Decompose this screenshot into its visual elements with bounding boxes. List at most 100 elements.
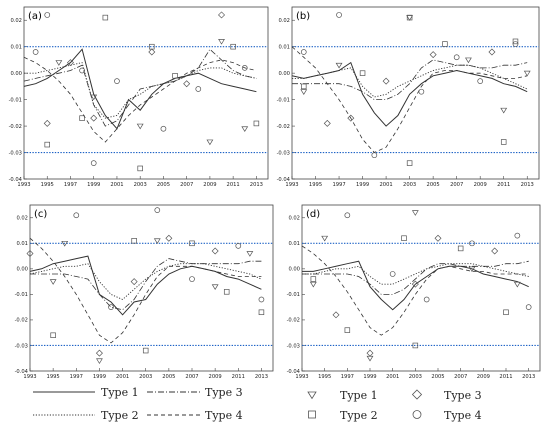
legend-line-type3-label: Type 3 — [205, 386, 243, 399]
legend-marker-square-icon — [308, 410, 316, 419]
x-tick-label: 2007 — [454, 374, 467, 380]
point-type1 — [321, 235, 329, 242]
x-tick-label: 1999 — [363, 374, 376, 380]
legend-lines: Type 1 Type 2 Type 3 Type 4 — [33, 386, 243, 422]
point-type2 — [344, 327, 351, 333]
point-type2 — [79, 115, 85, 121]
y-tick-label: -0.04 — [277, 177, 291, 183]
x-tick-label: 2013 — [521, 182, 534, 188]
point-type2 — [503, 309, 509, 316]
series-line-type4 — [23, 56, 257, 143]
point-type4 — [79, 67, 85, 74]
point-type4 — [241, 65, 248, 71]
y-tick-label: -0.03 — [277, 150, 290, 156]
point-type2 — [137, 165, 143, 172]
y-tick-label: -0.03 — [287, 343, 300, 349]
point-type1 — [49, 279, 57, 285]
legend-marker-type3-label: Type 3 — [444, 389, 482, 402]
point-type2 — [44, 141, 50, 148]
x-tick-label: 2005 — [431, 374, 444, 380]
x-tick-label: 2009 — [209, 374, 222, 380]
y-tick-label: -0.04 — [9, 177, 23, 183]
y-tick-label: -0.02 — [9, 124, 22, 130]
point-type4 — [160, 125, 167, 132]
x-tick-label: 2011 — [232, 374, 245, 380]
x-tick-label: 2013 — [522, 374, 535, 380]
series-line-type1 — [23, 48, 257, 130]
panel-label: (d) — [306, 209, 320, 220]
point-type2 — [401, 235, 407, 241]
point-type4 — [154, 207, 161, 213]
point-type3 — [165, 234, 173, 242]
y-tick-label: 0.02 — [278, 18, 290, 24]
point-type2 — [406, 160, 413, 166]
x-tick-label: 1999 — [87, 182, 100, 188]
plot-frame — [301, 204, 541, 372]
legend-marker-diamond-icon — [411, 389, 423, 400]
point-type1 — [61, 240, 69, 247]
x-tick-label: 2013 — [255, 374, 268, 380]
x-tick-label: 2005 — [157, 182, 170, 188]
y-tick-label: 0.00 — [10, 71, 22, 77]
legend-line-type1-label: Type 1 — [101, 386, 139, 399]
series-line-type4 — [301, 245, 529, 336]
point-type3 — [211, 247, 219, 255]
point-type3 — [183, 80, 191, 88]
point-type2 — [172, 73, 178, 79]
point-type3 — [323, 119, 331, 127]
x-tick-label: 2005 — [427, 182, 440, 188]
point-type2 — [102, 14, 109, 21]
series-line-type2 — [29, 263, 262, 301]
x-tick-label: 2007 — [180, 182, 193, 188]
series-line-type2 — [292, 64, 528, 98]
y-tick-label: 0.02 — [10, 18, 22, 24]
point-type4 — [344, 212, 351, 219]
point-type4 — [512, 41, 519, 47]
x-tick-label: 2001 — [116, 374, 129, 380]
x-tick-label: 1993 — [17, 182, 30, 188]
point-type1 — [500, 107, 508, 114]
series-line-type3 — [23, 48, 257, 127]
point-type2 — [406, 14, 413, 21]
x-tick-label: 2013 — [250, 182, 263, 188]
x-tick-label: 1995 — [318, 374, 331, 380]
x-tick-label: 2001 — [110, 182, 123, 188]
y-tick-label: -0.04 — [287, 369, 301, 375]
point-type3 — [382, 77, 390, 85]
legend-line-type4-label: Type 4 — [205, 409, 243, 422]
x-tick-label: 2011 — [499, 374, 512, 380]
plot-frame — [291, 6, 540, 180]
plot-frame — [29, 204, 274, 372]
series-line-type4 — [291, 46, 528, 153]
y-tick-label: -0.02 — [287, 318, 300, 324]
y-tick-label: -0.02 — [277, 124, 290, 130]
x-tick-label: 1993 — [285, 182, 298, 188]
y-tick-label: -0.01 — [15, 292, 28, 298]
y-tick-label: -0.01 — [277, 97, 290, 103]
series-line-type1 — [29, 255, 262, 316]
point-type1 — [468, 266, 476, 273]
panel-label: (c) — [34, 209, 47, 220]
point-type1 — [523, 70, 531, 77]
x-tick-label: 1993 — [23, 374, 36, 380]
point-type4 — [453, 54, 460, 61]
y-tick-label: 0.01 — [10, 44, 22, 50]
y-tick-label: -0.03 — [15, 343, 28, 349]
x-tick-label: 2001 — [386, 374, 399, 380]
point-type3 — [26, 250, 34, 258]
point-type1 — [211, 284, 219, 290]
point-type4 — [336, 12, 342, 18]
point-type1 — [96, 358, 103, 365]
x-tick-label: 1995 — [41, 182, 54, 188]
point-type2 — [253, 120, 260, 127]
point-type4 — [300, 49, 307, 55]
x-tick-label: 1993 — [295, 374, 308, 380]
x-tick-label: 2007 — [185, 374, 198, 380]
x-tick-label: 2009 — [477, 374, 490, 380]
y-tick-label: 0.02 — [288, 216, 300, 222]
point-type4 — [371, 152, 378, 159]
point-type2 — [142, 347, 149, 354]
